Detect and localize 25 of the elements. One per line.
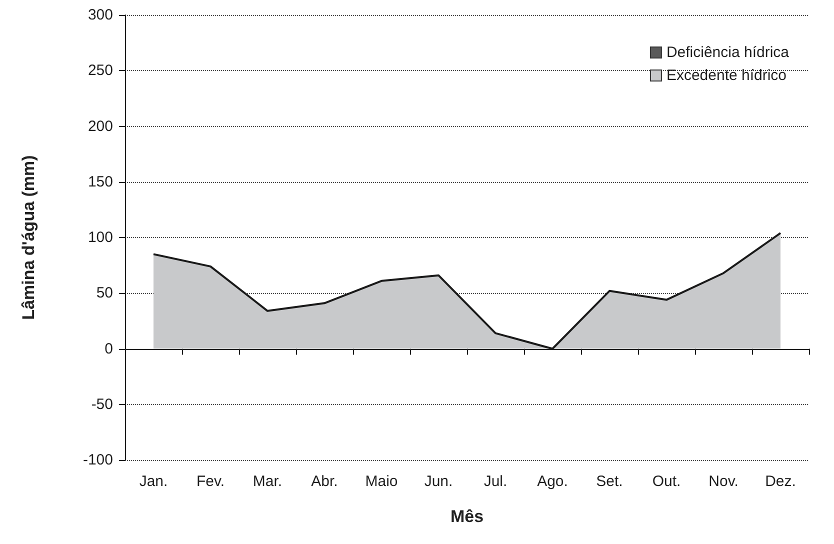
x-tick-label: Fev.	[196, 473, 225, 490]
y-tick-label: 300	[88, 6, 113, 24]
y-tick-label: 150	[88, 173, 113, 190]
y-tick-label: 100	[88, 229, 113, 246]
y-axis-title: Lâmina d'água (mm)	[19, 155, 38, 320]
y-tick-label: -50	[91, 396, 113, 413]
x-tick-label: Set.	[596, 473, 623, 490]
x-tick-label: Dez.	[765, 473, 796, 490]
x-axis-title: Mês	[450, 507, 484, 526]
y-tick-label: 0	[104, 340, 113, 358]
y-tick-label: 250	[88, 62, 113, 80]
x-tick-label: Jan.	[139, 473, 168, 490]
legend-label: Deficiência hídrica	[666, 44, 790, 61]
y-tick-label: 200	[88, 118, 113, 135]
x-tick-label: Out.	[652, 473, 681, 490]
legend-label: Excedente hídrico	[666, 67, 787, 84]
x-tick-label: Abr.	[311, 473, 338, 490]
y-tick-label: 50	[96, 284, 113, 302]
x-tick-label: Nov.	[708, 473, 738, 490]
x-tick-label: Ago.	[537, 473, 568, 490]
x-tick-label: Maio	[365, 473, 398, 490]
y-tick-label: -100	[82, 452, 113, 468]
x-tick-label: Jun.	[424, 473, 453, 490]
x-tick-label: Jul.	[484, 473, 508, 490]
x-tick-label: Mar.	[252, 473, 282, 490]
